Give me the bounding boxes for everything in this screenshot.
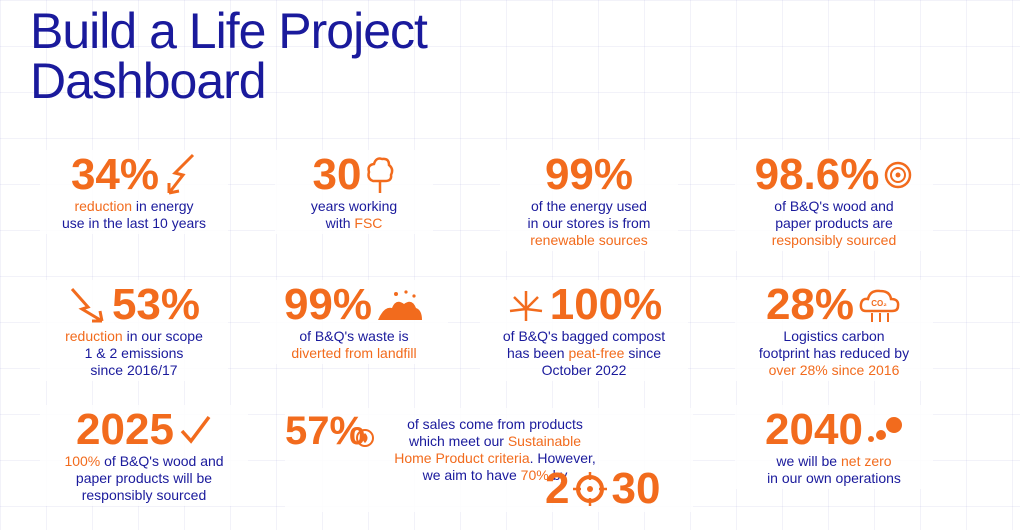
stat-peat-free-compost: 100% of B&Q's bagged compost has been pe… <box>480 280 688 381</box>
stat-energy-reduction: 34% reduction in energy use in the last … <box>40 150 228 234</box>
stat-desc: in our own operations <box>767 470 901 486</box>
wood-log-icon <box>883 160 913 190</box>
year-part: 30 <box>611 464 661 513</box>
stat-value: 99% <box>283 280 373 329</box>
checkmark-icon <box>178 413 212 447</box>
dots-icon <box>867 415 903 445</box>
stat-logistics-carbon: 28% CO₂ Logistics carbon footprint has r… <box>735 280 933 381</box>
stat-desc: which meet our <box>409 433 508 449</box>
stat-wood-sourced: 98.6% of B&Q's wood and paper products a… <box>735 150 933 251</box>
waste-pile-icon <box>376 288 424 322</box>
stat-desc: use in the last 10 years <box>62 215 206 231</box>
year-2030: 2 30 <box>545 466 660 512</box>
co2-text: CO₂ <box>871 299 887 308</box>
stat-desc: we will be <box>776 453 841 469</box>
stat-desc: years working <box>310 198 398 214</box>
target-icon <box>573 472 608 506</box>
stat-value: 99% <box>544 150 634 199</box>
stat-desc-highlight: FSC <box>354 215 383 231</box>
stat-value: 57% <box>285 409 366 453</box>
stat-desc-highlight: diverted from landfill <box>291 345 417 361</box>
stat-desc: of B&Q's wood and <box>100 453 224 469</box>
stat-desc: of B&Q's bagged compost <box>502 328 666 344</box>
stat-value: 53% <box>111 280 201 329</box>
stat-desc: . However, <box>529 450 596 466</box>
stat-desc-highlight: over 28% since 2016 <box>768 362 900 378</box>
stat-desc-highlight: peat-free <box>568 345 625 361</box>
stat-desc-highlight: 70% <box>520 467 549 483</box>
stat-fsc-years: 30 years working with FSC <box>275 150 433 234</box>
stat-value: 2040 <box>765 405 863 454</box>
page-title-line1: Build a Life Project <box>30 3 428 59</box>
stat-desc-highlight: renewable sources <box>530 232 648 248</box>
stat-desc: of B&Q's waste is <box>299 328 409 344</box>
stat-desc: by <box>548 467 568 483</box>
stat-value: 34% <box>70 150 160 199</box>
stat-desc-highlight: Home Product criteria <box>394 450 530 466</box>
stat-desc-highlight: net zero <box>841 453 892 469</box>
stat-scope-emissions: 53% reduction in our scope 1 & 2 emissio… <box>40 280 228 381</box>
stat-desc: paper products will be <box>75 470 213 486</box>
stat-desc: has been <box>506 345 569 361</box>
stat-desc: 1 & 2 emissions <box>84 345 184 361</box>
stat-desc: with <box>325 215 355 231</box>
stat-desc: of the energy used <box>531 198 647 214</box>
lightning-bolt-icon <box>68 285 108 325</box>
lightning-bolt-icon <box>163 153 197 197</box>
stat-waste-diverted: 99% of B&Q's waste is diverted from land… <box>260 280 448 364</box>
stat-desc-highlight: reduction <box>74 198 133 214</box>
stat-desc: in our stores is from <box>527 215 651 231</box>
stat-desc: of sales come from products <box>407 416 583 432</box>
stat-value: 98.6% <box>754 150 880 199</box>
stat-value: 28% <box>765 280 855 329</box>
stat-desc: paper products are <box>775 215 893 231</box>
stat-net-zero-2040: 2040 we will be net zero in our own oper… <box>735 405 933 489</box>
stat-sustainable-sales: 57% of sales come from products which me… <box>285 408 693 512</box>
stat-desc: responsibly sourced <box>81 487 207 503</box>
stat-desc: we aim to have <box>422 467 521 483</box>
stat-desc-highlight: responsibly sourced <box>771 232 897 248</box>
co2-cloud-icon: CO₂ <box>858 285 902 325</box>
stat-desc: of B&Q's wood and <box>774 198 894 214</box>
year-part: 2 <box>545 464 570 513</box>
stat-desc: in energy <box>132 198 194 214</box>
stat-desc-highlight: Sustainable <box>507 433 581 449</box>
tree-icon <box>365 155 395 195</box>
stat-desc: in our scope <box>122 328 203 344</box>
stat-desc: footprint has reduced by <box>758 345 910 361</box>
stat-2025-target: 2025 100% of B&Q's wood and paper produc… <box>40 405 248 506</box>
stat-value: 100% <box>549 280 663 329</box>
stat-value: 30 <box>312 150 362 199</box>
stat-desc: since 2016/17 <box>90 362 178 378</box>
stat-desc-highlight: reduction <box>65 328 123 344</box>
stat-value: 2025 <box>76 405 174 454</box>
stat-renewable-energy: 99% of the energy used in our stores is … <box>500 150 678 251</box>
stat-desc: since <box>624 345 662 361</box>
stat-desc: Logistics carbon <box>783 328 885 344</box>
stat-desc: October 2022 <box>541 362 627 378</box>
stat-desc-highlight: 100% <box>64 453 101 469</box>
page-title: Build a Life Project Dashboard <box>30 3 428 109</box>
firework-icon <box>506 285 546 325</box>
page-title-line2: Dashboard <box>30 53 267 109</box>
pound-leaf-icon <box>355 428 375 448</box>
